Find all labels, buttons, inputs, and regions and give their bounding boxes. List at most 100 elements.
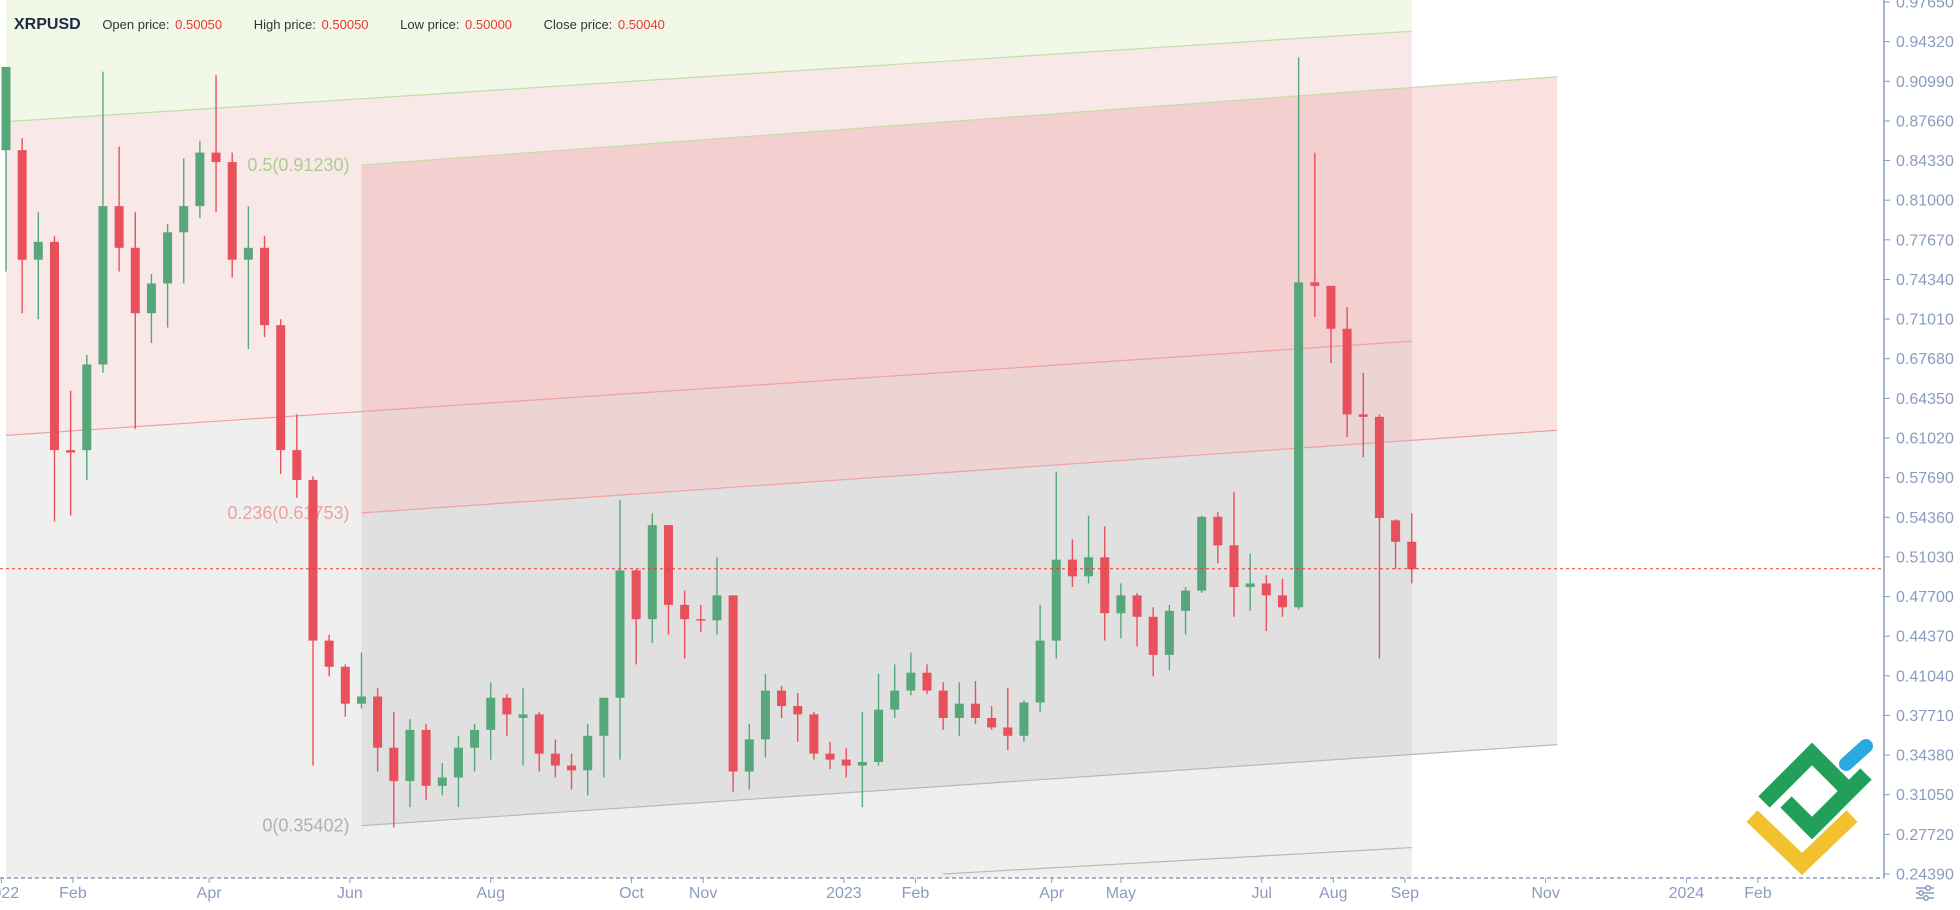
candle-body-up[interactable] (146, 283, 156, 314)
candle-body-up[interactable] (744, 739, 754, 772)
candle-body-down[interactable] (421, 729, 431, 786)
candle-body-up[interactable] (615, 570, 625, 698)
candle-body-down[interactable] (825, 753, 835, 760)
candle-body-up[interactable] (470, 729, 480, 748)
candle-body-up[interactable] (874, 709, 884, 762)
candle-body-up[interactable] (1019, 702, 1029, 736)
candle-body-down[interactable] (260, 247, 270, 326)
candle-body-down[interactable] (502, 697, 512, 715)
candle-body-down[interactable] (1132, 595, 1142, 617)
candle-body-up[interactable] (243, 247, 253, 260)
candle-body-down[interactable] (1067, 559, 1077, 577)
candle-body-down[interactable] (1310, 282, 1320, 286)
candle-body-down[interactable] (389, 747, 399, 782)
candle-body-up[interactable] (1116, 595, 1126, 614)
candle-body-up[interactable] (33, 241, 43, 260)
candle-body-down[interactable] (680, 604, 690, 620)
price-tick-label: 0.77670 (1896, 232, 1954, 249)
candle-body-down[interactable] (340, 666, 350, 704)
price-tick-label: 0.64350 (1896, 391, 1954, 408)
candle-body-down[interactable] (276, 325, 286, 451)
candle-body-down[interactable] (324, 640, 334, 667)
brand-logo-icon (1746, 739, 1873, 876)
candle-body-up[interactable] (890, 690, 900, 710)
candle-body-down[interactable] (114, 206, 124, 248)
candle-body-down[interactable] (1213, 516, 1223, 546)
candle-body-down[interactable] (922, 672, 932, 691)
candle-body-up[interactable] (195, 152, 205, 207)
candle-body-up[interactable] (437, 777, 447, 786)
time-tick-label: Oct (619, 885, 644, 902)
candle-body-up[interactable] (1, 66, 11, 151)
candle-body-up[interactable] (486, 697, 496, 730)
candle-body-up[interactable] (857, 761, 867, 766)
candle-body-down[interactable] (1374, 416, 1384, 518)
candle-body-down[interactable] (793, 706, 803, 715)
candle-body-down[interactable] (777, 690, 787, 707)
candle-body-up[interactable] (599, 697, 609, 736)
candle-body-up[interactable] (356, 696, 366, 704)
candle-body-down[interactable] (1261, 583, 1271, 596)
candle-body-up[interactable] (1035, 640, 1045, 703)
candle-body-down[interactable] (66, 450, 76, 453)
candle-body-up[interactable] (98, 206, 108, 365)
time-tick-label: Feb (1744, 885, 1772, 902)
candle-body-down[interactable] (938, 690, 948, 718)
candle-body-down[interactable] (1148, 616, 1158, 655)
candle-body-up[interactable] (760, 690, 770, 740)
candle-body-down[interactable] (227, 162, 237, 260)
settings-icon[interactable] (1914, 884, 1936, 902)
candle-body-up[interactable] (1084, 557, 1094, 577)
candle-body-down[interactable] (631, 570, 641, 620)
open-price-label: Open price: (102, 17, 170, 32)
candle-body-up[interactable] (453, 747, 463, 778)
candle-body-up[interactable] (405, 729, 415, 782)
candle-body-down[interactable] (130, 247, 140, 314)
time-tick-label: Nov (1531, 885, 1559, 902)
candle-body-down[interactable] (534, 714, 544, 754)
candle-body-up[interactable] (954, 703, 964, 718)
candle-body-up[interactable] (583, 735, 593, 771)
candle-body-down[interactable] (1358, 414, 1368, 417)
candle-body-down[interactable] (308, 479, 318, 641)
candle-body-down[interactable] (1391, 520, 1401, 542)
candle-body-down[interactable] (663, 525, 673, 605)
candle-body-down[interactable] (373, 696, 383, 748)
candle-body-up[interactable] (712, 595, 722, 621)
candle-body-up[interactable] (1197, 516, 1207, 591)
candle-body-up[interactable] (1294, 282, 1304, 608)
candle-body-down[interactable] (987, 717, 997, 728)
candle-body-down[interactable] (567, 765, 577, 771)
candle-body-down[interactable] (1100, 557, 1110, 614)
candle-body-down[interactable] (550, 753, 560, 766)
price-tick-label: 0.27720 (1896, 827, 1954, 844)
candle-body-up[interactable] (518, 714, 528, 718)
candle-body-down[interactable] (17, 150, 27, 260)
candle-body-down[interactable] (1342, 328, 1352, 415)
candle-body-up[interactable] (1051, 559, 1061, 641)
candle-body-down[interactable] (696, 619, 706, 621)
price-tick-label: 0.51030 (1896, 549, 1954, 566)
candle-body-up[interactable] (82, 364, 92, 451)
candle-body-up[interactable] (647, 525, 657, 620)
candle-body-down[interactable] (841, 759, 851, 766)
candle-body-down[interactable] (1326, 285, 1336, 329)
candle-body-up[interactable] (1181, 590, 1191, 611)
candle-body-up[interactable] (163, 232, 173, 284)
candle-body-down[interactable] (211, 152, 221, 163)
candle-body-up[interactable] (906, 672, 916, 691)
candle-body-up[interactable] (1164, 610, 1174, 655)
candle-body-down[interactable] (1277, 595, 1287, 608)
candle-body-up[interactable] (179, 206, 189, 233)
candle-body-down[interactable] (1407, 541, 1417, 570)
candle-body-down[interactable] (49, 241, 59, 451)
candle-body-down[interactable] (728, 595, 738, 772)
candle-body-down[interactable] (1229, 545, 1239, 588)
candle-body-down[interactable] (1003, 727, 1013, 736)
candle-body-up[interactable] (1245, 583, 1255, 588)
candle-body-down[interactable] (292, 450, 302, 480)
candle-body-down[interactable] (970, 703, 980, 718)
candle-body-down[interactable] (809, 714, 819, 754)
